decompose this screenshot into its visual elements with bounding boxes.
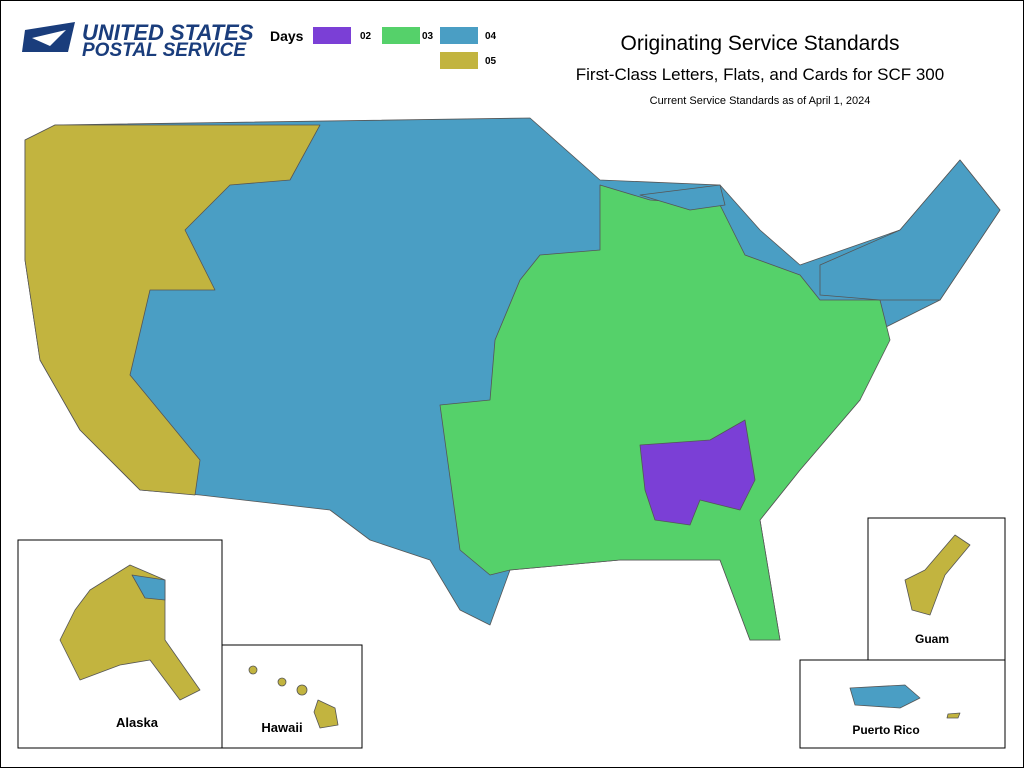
region-05	[24, 124, 321, 496]
inset-label: Hawaii	[261, 720, 302, 735]
subtitle: First-Class Letters, Flats, and Cards fo…	[576, 65, 944, 84]
legend-swatch	[440, 27, 478, 44]
island	[248, 665, 258, 675]
island	[296, 684, 308, 696]
legend-label: 02	[360, 31, 372, 42]
legend-label: 05	[485, 56, 497, 67]
inset-box	[221, 644, 363, 749]
inset-box	[799, 659, 1006, 749]
title: Originating Service Standards	[621, 32, 900, 55]
inset-label: Guam	[915, 632, 949, 646]
legend-label: 04	[485, 31, 497, 42]
note: Current Service Standards as of April 1,…	[650, 95, 871, 107]
logo-text: UNITED STATES	[82, 20, 254, 45]
legend: 02 03 04 05	[313, 27, 497, 69]
island	[946, 712, 961, 719]
logo-text: POSTAL SERVICE	[82, 40, 247, 61]
legend-label: 03	[422, 31, 434, 42]
inset-label: Puerto Rico	[852, 723, 919, 737]
us-map	[24, 117, 1001, 641]
island	[313, 699, 339, 729]
region-04	[639, 184, 726, 211]
region-02	[639, 419, 756, 526]
inset-label: Alaska	[116, 715, 159, 730]
logo-eagle-detail	[32, 30, 66, 46]
hawaii-shape	[248, 665, 339, 729]
alaska-shape	[131, 574, 166, 601]
region-03	[439, 184, 891, 641]
logo: UNITED STATES POSTAL SERVICE	[22, 20, 254, 61]
legend-title: Days	[270, 28, 304, 44]
island	[277, 677, 287, 687]
legend-swatch	[313, 27, 351, 44]
legend-swatch	[382, 27, 420, 44]
region-04	[819, 159, 1001, 301]
legend-swatch	[440, 52, 478, 69]
puerto-rico-shape	[849, 684, 921, 709]
guam-shape	[904, 534, 971, 616]
